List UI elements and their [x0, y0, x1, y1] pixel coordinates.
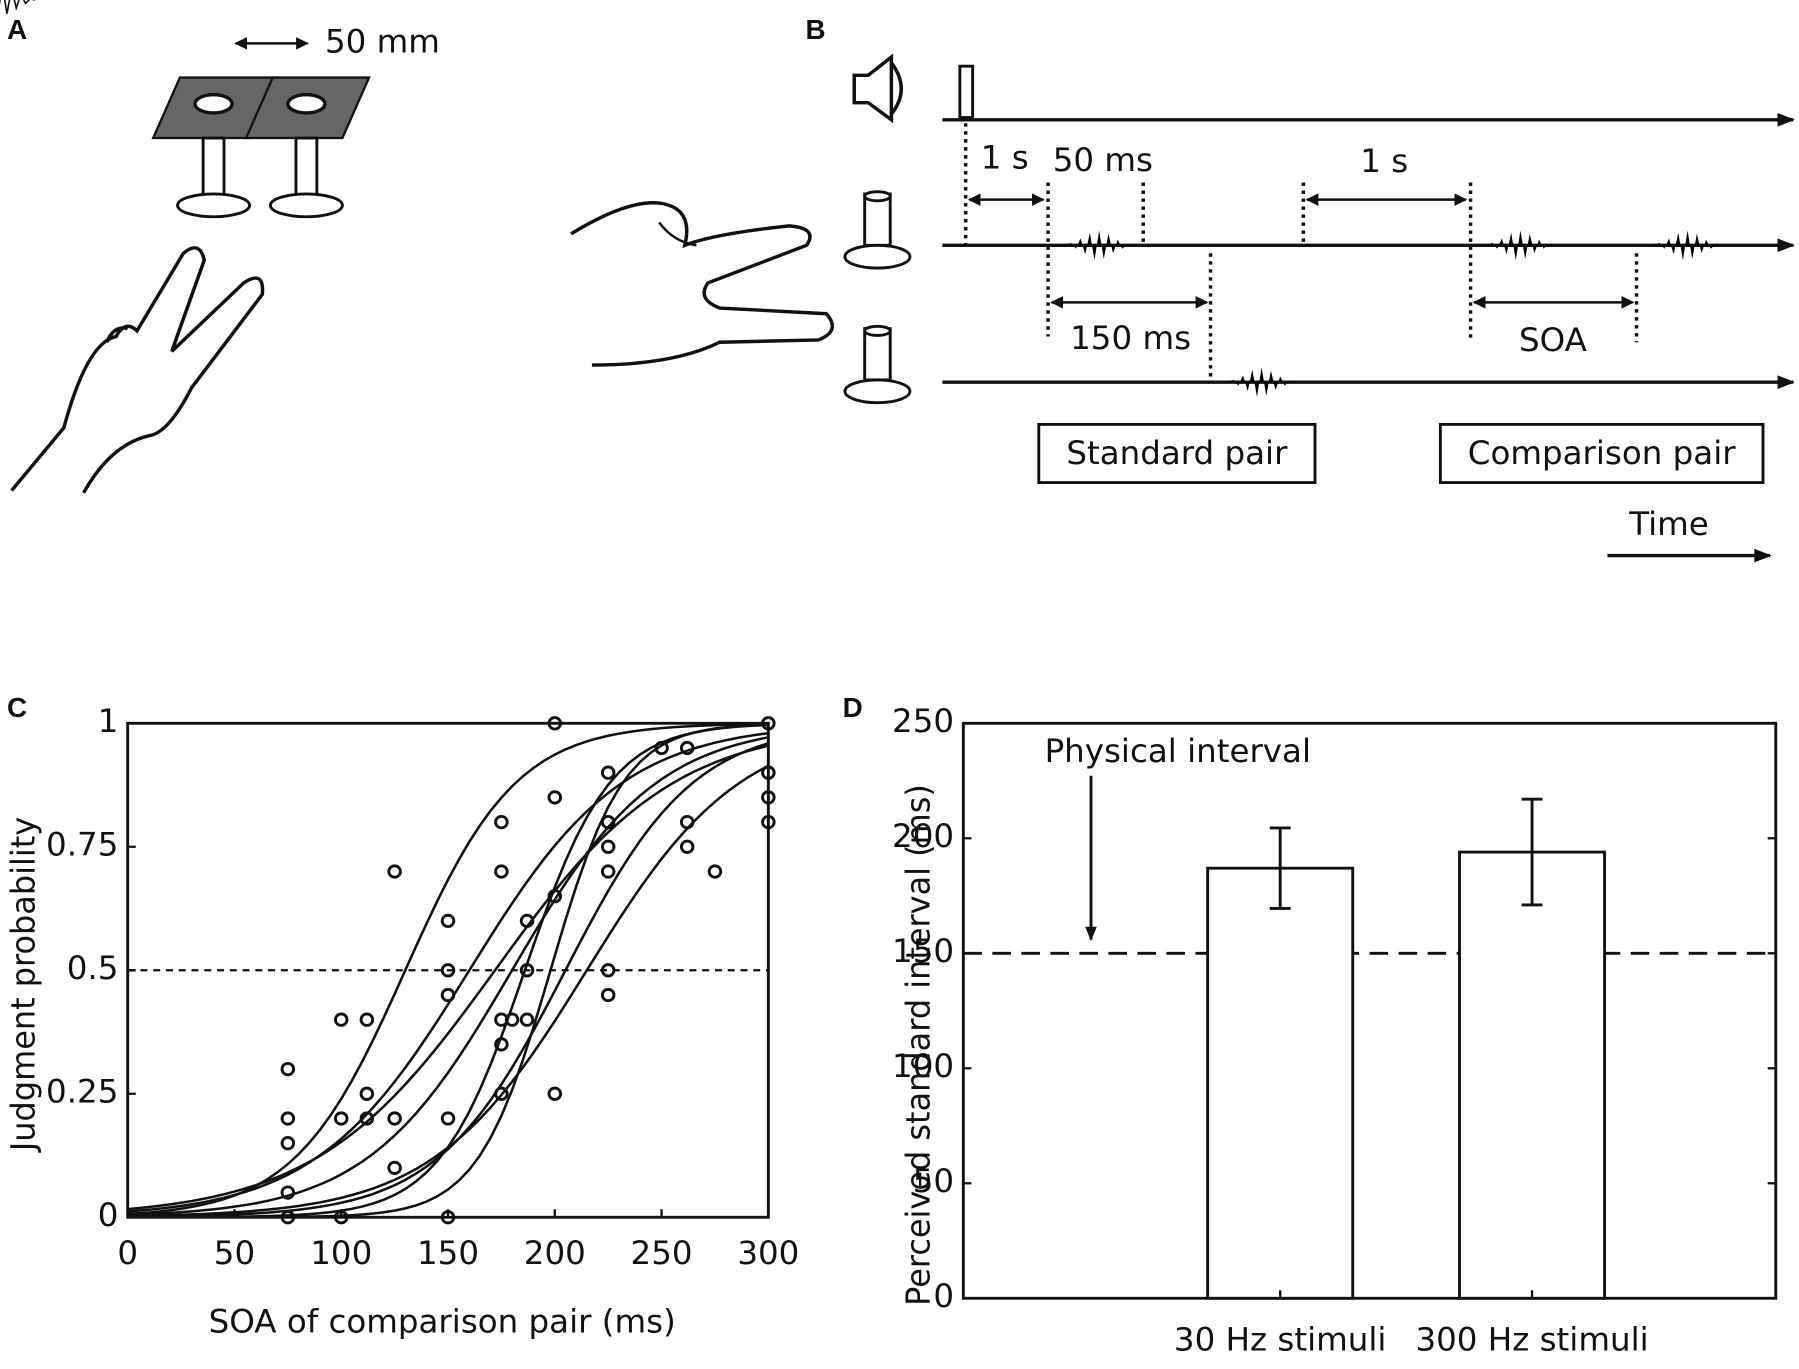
data-point — [504, 1012, 520, 1027]
data-point — [440, 913, 456, 929]
panel-label: C — [7, 692, 27, 723]
standard-interval-label: 150 ms — [1070, 319, 1191, 357]
y-tick-label: 0.25 — [46, 1073, 118, 1111]
data-point — [387, 1160, 402, 1176]
data-point — [494, 1086, 509, 1101]
y-tick-label: 200 — [892, 817, 954, 855]
data-point — [387, 864, 402, 879]
data-point — [387, 1111, 402, 1126]
y-tick-label: 0.5 — [67, 949, 119, 987]
time-label: Time — [1628, 505, 1709, 543]
bar — [1206, 866, 1355, 1300]
y-tick-label: 0 — [933, 1277, 954, 1315]
box-label: Comparison pair — [1468, 434, 1737, 472]
data-point — [333, 1111, 349, 1126]
x-tick-label: 50 — [214, 1234, 255, 1272]
y-tick-label: 0.75 — [46, 826, 118, 864]
y-tick-label: 1 — [98, 702, 119, 740]
x-tick-label: 300 — [737, 1234, 799, 1272]
annotation: Physical interval — [1045, 732, 1311, 770]
x-tick-label: 100 — [310, 1234, 372, 1272]
data-point — [600, 963, 616, 978]
data-point — [600, 839, 616, 854]
data-point — [494, 864, 509, 879]
data-point — [600, 814, 616, 830]
x-tick-label: 300 Hz stimuli — [1415, 1321, 1648, 1359]
data-point — [547, 790, 563, 805]
data-point — [494, 1037, 509, 1052]
y-axis-label: Perceived standard interval (ms) — [899, 784, 937, 1306]
fit-curve — [127, 764, 769, 1218]
data-point — [679, 814, 695, 830]
panel-b-drawing — [0, 0, 1795, 563]
data-point — [761, 765, 776, 780]
data-point — [333, 1012, 349, 1027]
x-axis-label: SOA of comparison pair (ms) — [209, 1303, 676, 1341]
box-label: Standard pair — [1066, 434, 1288, 472]
x-tick-label: 0 — [117, 1234, 138, 1272]
x-tick-label: 200 — [524, 1234, 586, 1272]
y-tick-label: 150 — [892, 932, 954, 970]
x-tick-label: 30 Hz stimuli — [1174, 1321, 1387, 1359]
data-point — [707, 864, 723, 879]
x-tick-label: 150 — [417, 1234, 479, 1272]
duration-label: 50 ms — [1053, 141, 1153, 179]
data-point — [547, 1086, 563, 1101]
panel-label: B — [805, 14, 825, 45]
data-point — [440, 987, 456, 1003]
y-tick-label: 50 — [913, 1162, 954, 1200]
data-point — [761, 814, 776, 830]
y-tick-label: 0 — [98, 1196, 119, 1234]
data-point — [761, 716, 776, 731]
y-axis-label: Judgment probability — [4, 817, 42, 1153]
bar — [1458, 850, 1607, 1300]
data-point — [600, 864, 616, 879]
data-point — [547, 889, 563, 904]
soa-label: SOA — [1519, 321, 1587, 359]
data-point — [280, 1210, 296, 1225]
data-point — [440, 963, 456, 978]
data-point — [547, 716, 563, 731]
fit-curve — [127, 744, 769, 1211]
distance-label: 50 mm — [325, 23, 440, 61]
data-point — [519, 963, 535, 978]
data-point — [280, 1185, 296, 1200]
interval-label: 1 s — [981, 139, 1029, 177]
data-point — [600, 765, 616, 780]
fit-curve — [127, 736, 769, 1217]
data-point — [280, 1136, 296, 1151]
data-point — [359, 1086, 375, 1101]
data-point — [494, 814, 509, 830]
data-point — [654, 740, 669, 756]
data-point — [440, 1210, 456, 1225]
y-tick-label: 100 — [892, 1047, 954, 1085]
data-point — [519, 913, 535, 929]
interval-label: 1 s — [1360, 142, 1408, 180]
panel-a-drawing — [10, 37, 371, 494]
data-point — [440, 1111, 456, 1126]
data-point — [359, 1012, 375, 1027]
fit-curve — [127, 722, 769, 1216]
fit-curve — [127, 731, 769, 1213]
panel-label: A — [7, 14, 27, 45]
data-point — [761, 790, 776, 805]
data-point — [280, 1061, 296, 1077]
x-tick-label: 250 — [631, 1234, 693, 1272]
y-tick-label: 250 — [892, 702, 954, 740]
data-point — [679, 740, 695, 756]
data-point — [600, 987, 616, 1003]
data-point — [359, 1111, 375, 1126]
data-point — [519, 1012, 535, 1027]
plot-frame — [961, 721, 1778, 1300]
data-point — [679, 839, 695, 854]
data-point — [280, 1111, 296, 1126]
panel-label: D — [843, 692, 863, 723]
data-point — [333, 1210, 349, 1225]
